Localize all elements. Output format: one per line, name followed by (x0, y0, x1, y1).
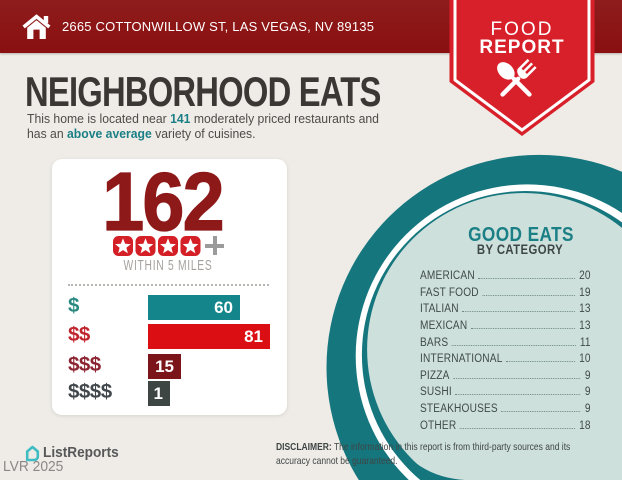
svg-text:REPORT: REPORT (479, 37, 564, 58)
svg-text:FOOD: FOOD (491, 19, 554, 40)
